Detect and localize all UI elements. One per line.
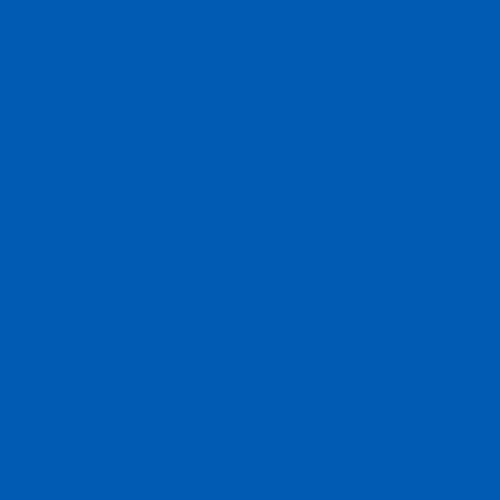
solid-background [0, 0, 500, 500]
